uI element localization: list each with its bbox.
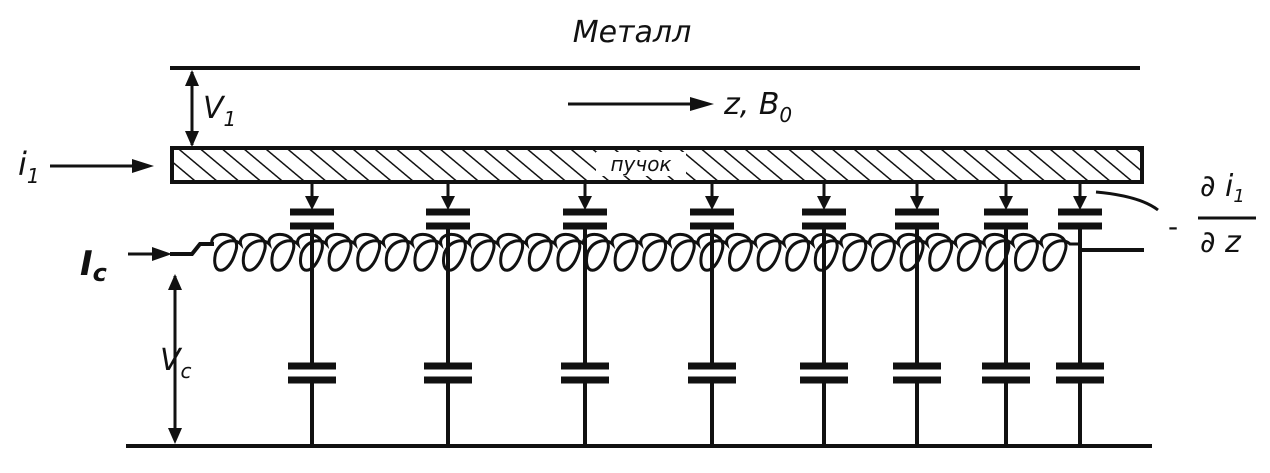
vc-arrow-down-head xyxy=(168,428,182,444)
tap-3-arrow-head xyxy=(578,196,592,210)
tap-7-arrow-head xyxy=(999,196,1013,210)
tap-6-arrow-head xyxy=(910,196,924,210)
v1-arrow-up-head xyxy=(185,70,199,86)
beam-label-background xyxy=(596,152,686,176)
deriv-sign: - xyxy=(1168,210,1178,243)
tap-5-arrow-head xyxy=(817,196,831,210)
helix-coil xyxy=(210,232,1082,272)
z-b0-label: z, B0 xyxy=(723,87,792,127)
i1-label: i1 xyxy=(18,145,40,188)
vc-arrow-up-head xyxy=(168,274,182,290)
tap-4-arrow-head xyxy=(705,196,719,210)
i1-input-arrow-head xyxy=(132,159,154,173)
z-direction-arrow-head xyxy=(690,97,714,111)
coupling-taps-group xyxy=(288,182,1104,448)
ic-input-arrow-head xyxy=(152,247,172,261)
tap-1-arrow-head xyxy=(305,196,319,210)
deriv-leader-line xyxy=(1095,190,1159,212)
ic-lead-wire xyxy=(170,242,214,256)
metal-label: Металл xyxy=(573,15,692,50)
deriv-denominator: ∂ z xyxy=(1200,225,1242,260)
v1-arrow-down-head xyxy=(185,131,199,147)
tap-2-arrow-head xyxy=(441,196,455,210)
beam-label: пучок xyxy=(610,152,671,176)
ic-label: Ic xyxy=(80,244,107,287)
deriv-numerator: ∂ i1 xyxy=(1200,169,1245,207)
tap-8-arrow-head xyxy=(1073,196,1087,210)
v1-label: V1 xyxy=(203,91,236,131)
vc-label: Vc xyxy=(160,343,192,383)
